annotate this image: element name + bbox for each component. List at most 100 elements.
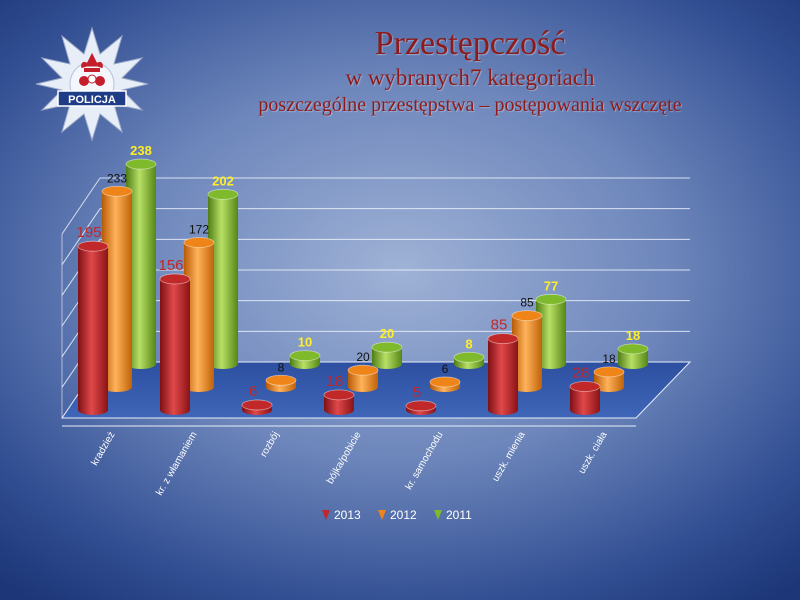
data-label-2012-0: 233	[107, 171, 127, 185]
slide-subtitle: w wybranych7 kategoriach	[345, 65, 595, 90]
bar-2011-2	[289, 350, 321, 369]
bar-top	[617, 343, 649, 355]
bar-base	[324, 405, 354, 415]
legend-label: 2013	[334, 508, 361, 522]
badge-text: POLICJA	[68, 94, 116, 106]
data-label-2012-3: 20	[356, 350, 370, 364]
data-label-2013-5: 85	[491, 317, 508, 334]
legend-label: 2011	[446, 508, 472, 522]
bar-top	[183, 237, 215, 248]
category-label-5: uszk. mienia	[490, 430, 528, 484]
category-label-3: bójka/pobicie	[325, 430, 364, 486]
legend-swatch	[434, 510, 442, 520]
data-label-2012-5: 85	[520, 296, 534, 310]
legend-item-2011: 2011	[434, 508, 472, 522]
slide-subtitle-2: poszczególne przestępstwa – postępowania…	[258, 94, 682, 116]
legend-label: 2012	[390, 508, 417, 522]
bar-base	[208, 359, 238, 369]
bar-base	[184, 382, 214, 392]
police-badge-logo: POLICJA	[34, 26, 150, 142]
legend-swatch	[322, 510, 330, 520]
bar-top	[77, 240, 109, 252]
data-label-2011-2: 10	[298, 335, 312, 350]
data-label-2011-0: 238	[130, 143, 152, 158]
bar-2013-3	[323, 389, 355, 415]
data-label-2011-4: 8	[465, 336, 472, 351]
bar-top	[207, 188, 239, 200]
bar-top	[429, 376, 461, 388]
bar-top	[289, 350, 321, 362]
bar-2011-3	[371, 341, 403, 369]
bar-base	[348, 382, 378, 392]
bar-top	[159, 273, 191, 285]
bar-2013-1	[159, 273, 191, 415]
bar-body	[160, 278, 190, 410]
legend-item-2013: 2013	[322, 508, 361, 522]
bar-body	[570, 386, 600, 410]
bar-top	[593, 366, 625, 378]
bar-base	[126, 359, 156, 369]
bar-top	[569, 381, 601, 392]
bar-base	[536, 359, 566, 369]
data-label-2012-4: 6	[442, 362, 449, 376]
data-label-2011-6: 18	[626, 328, 640, 343]
bar-base	[570, 405, 600, 415]
bar-2013-6	[569, 381, 601, 415]
bar-base	[594, 382, 624, 392]
bar-top	[323, 389, 355, 401]
data-label-2012-6: 18	[602, 352, 616, 366]
bar-top	[453, 351, 485, 363]
bar-body	[488, 338, 518, 410]
bar-2013-2	[241, 399, 273, 415]
bar-base	[160, 405, 190, 415]
data-label-2013-6: 28	[573, 364, 590, 381]
bar-top	[535, 293, 567, 305]
title-block: Przestępczość w wybranych7 kategoriach p…	[170, 24, 770, 118]
data-label-2013-2: 6	[249, 383, 257, 400]
legend-swatch	[378, 510, 386, 520]
category-label-0: kradzież	[89, 430, 117, 468]
slide-title: Przestępczość	[374, 25, 566, 62]
bar-base	[372, 359, 402, 369]
bar-2012-4	[429, 376, 461, 392]
category-label-2: rozbój	[258, 430, 281, 459]
bar-base	[512, 382, 542, 392]
legend-item-2012: 2012	[378, 508, 417, 522]
bar-top	[265, 374, 297, 386]
data-label-2011-1: 202	[212, 173, 234, 188]
bar-top	[101, 185, 133, 197]
gridline-side	[61, 208, 101, 265]
data-label-2012-1: 172	[189, 223, 209, 237]
bar-top	[405, 400, 437, 412]
bar-top	[511, 310, 543, 322]
bar-2013-5	[487, 333, 519, 415]
bar-top	[347, 364, 379, 376]
bar-2013-4	[405, 400, 437, 415]
bar-top	[487, 333, 519, 345]
bar-2012-6	[593, 366, 625, 392]
bar-2011-4	[453, 351, 485, 369]
data-label-2013-0: 195	[76, 224, 101, 241]
bar-body	[78, 246, 108, 410]
gridline-side	[61, 177, 101, 235]
category-label-6: uszk. ciała	[577, 430, 610, 476]
data-label-2012-2: 8	[278, 360, 285, 374]
category-label-4: kr. samochodu	[404, 430, 446, 492]
bar-base	[78, 405, 108, 415]
bar-2012-3	[347, 364, 379, 392]
data-label-2011-3: 20	[380, 326, 394, 341]
data-label-2011-5: 77	[544, 278, 558, 293]
bar-2011-6	[617, 343, 649, 369]
category-label-1: kr. z włamaniem	[154, 430, 199, 498]
bar-top	[125, 158, 157, 170]
bar-base	[102, 382, 132, 392]
data-label-2013-4: 5	[413, 384, 421, 401]
bar-top	[241, 399, 273, 411]
data-label-2013-1: 156	[158, 257, 183, 274]
bar-base	[618, 359, 648, 369]
bar-base	[290, 359, 320, 369]
bar-2012-2	[265, 374, 297, 392]
data-label-2013-3: 18	[327, 373, 344, 390]
